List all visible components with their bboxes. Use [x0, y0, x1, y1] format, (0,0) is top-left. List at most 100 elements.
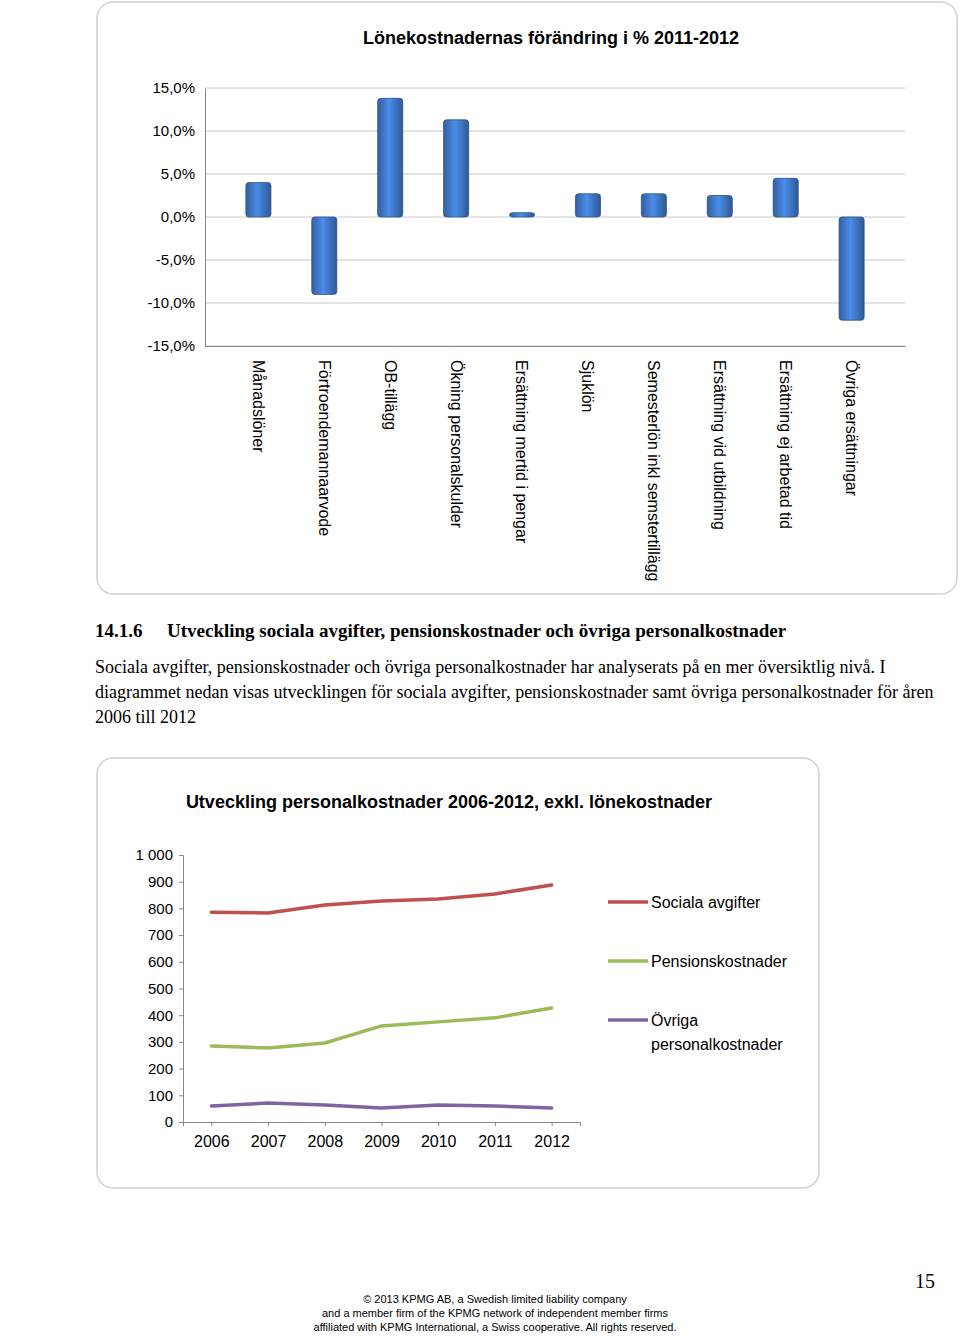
- footer-line: and a member firm of the KPMG network of…: [250, 1306, 740, 1320]
- y-tick-label: 10,0%: [152, 122, 195, 139]
- section-number: 14.1.6: [95, 620, 167, 642]
- x-tick: 2007: [251, 1122, 287, 1150]
- x-tick-label: Sjuklön: [579, 360, 596, 412]
- grid-line: [205, 346, 905, 347]
- y-tick-mark: [179, 1069, 183, 1070]
- grid-line: [205, 260, 905, 261]
- legend-item: Sociala avgifter: [608, 894, 761, 911]
- y-axis-line: [179, 856, 184, 1123]
- x-tick-label: Förtroendemannaarvode: [316, 360, 333, 536]
- x-tick-label: Ersättning vid utbildning: [711, 360, 728, 530]
- y-tick: -10,0%: [147, 294, 205, 311]
- x-tick: Förtroendemannaarvode: [316, 346, 333, 536]
- legend-item: Övriga personalkostnader: [608, 1012, 783, 1053]
- x-tick-label: OB-tillägg: [382, 360, 399, 430]
- x-tick: Ersättning ej arbetad tid: [777, 346, 794, 529]
- y-tick-mark: [179, 855, 183, 856]
- bar: [510, 213, 535, 217]
- y-tick-label: -5,0%: [156, 251, 195, 268]
- legend-item: Pensionskostnader: [608, 953, 788, 970]
- grid-line: [205, 174, 905, 175]
- y-tick: 300: [148, 1033, 183, 1050]
- x-tick: Ökning personalskulder: [448, 346, 465, 529]
- grid-line: [205, 88, 905, 89]
- heading: 14.1.6Utveckling sociala avgifter, pensi…: [95, 620, 945, 642]
- x-axis: Månadslöner Förtroendemannaarvode OB-tillä…: [206, 346, 906, 581]
- legend-swatch: [608, 1018, 648, 1022]
- line-series: [211, 885, 551, 913]
- bar: [312, 217, 337, 294]
- x-tick: 2010: [421, 1122, 457, 1150]
- y-tick-label: 0,0%: [161, 208, 195, 225]
- y-tick-mark: [179, 989, 183, 990]
- y-tick: -15,0%: [147, 337, 205, 354]
- y-axis-line: [205, 89, 206, 347]
- x-tick-mark: [382, 1122, 383, 1126]
- bar: [444, 120, 469, 217]
- x-axis: 2006 2007 2008 2009 2010 2011 2012: [184, 1122, 581, 1150]
- grid-line: [205, 131, 905, 132]
- y-tick-label: 500: [148, 980, 173, 997]
- x-tick-label: Ersättning ej arbetad tid: [777, 360, 794, 529]
- y-tick-mark: [179, 1095, 183, 1096]
- x-tick-label: Ersättning mertid i pengar: [513, 360, 530, 544]
- y-axis: 01002003004005006007008009001 000: [135, 846, 183, 1130]
- y-tick-mark: [179, 1015, 183, 1016]
- footer: © 2013 KPMG AB, a Swedish limited liabil…: [250, 1292, 740, 1334]
- paragraph: Sociala avgifter, pensionskostnader och …: [95, 655, 940, 730]
- grid-line: [205, 217, 905, 218]
- legend-swatch: [608, 959, 648, 963]
- bar: [641, 194, 666, 217]
- x-tick-mark: [552, 1122, 553, 1126]
- y-tick: 15,0%: [152, 79, 205, 96]
- y-tick: 200: [148, 1060, 183, 1077]
- x-tick-label: 2008: [307, 1133, 343, 1150]
- legend: Sociala avgifter Pensionskostnader Övriga …: [608, 894, 788, 1053]
- x-axis-line: [206, 346, 906, 347]
- y-axis: 15,0% 10,0% 5,0% 0,0% -5,0% -10,0% -15,0%: [147, 79, 205, 354]
- x-tick: Sjuklön: [579, 346, 596, 412]
- y-tick-mark: [179, 962, 183, 963]
- chart-title: Lönekostnadernas förändring i % 2011-201…: [363, 28, 739, 48]
- x-tick-mark: [211, 1122, 212, 1126]
- x-tick-mark: [495, 1122, 496, 1126]
- y-tick-mark: [179, 1042, 183, 1043]
- x-axis-line: [184, 1123, 581, 1127]
- x-tick: 2006: [194, 1122, 230, 1150]
- x-tick: 2008: [307, 1122, 343, 1150]
- y-tick: 100: [148, 1087, 183, 1104]
- y-tick-label: 1 000: [135, 846, 173, 863]
- bar: [378, 98, 403, 217]
- legend-label: Pensionskostnader: [651, 953, 788, 970]
- x-tick: Ersättning mertid i pengar: [513, 346, 530, 544]
- x-tick-label: 2012: [534, 1133, 570, 1150]
- y-tick: 800: [148, 900, 183, 917]
- y-tick-mark: [179, 908, 183, 909]
- legend-label: Övriga personalkostnader: [651, 1012, 783, 1053]
- y-tick-label: 900: [148, 873, 173, 890]
- bars: [246, 98, 864, 320]
- y-tick-label: 800: [148, 900, 173, 917]
- grid: [205, 88, 905, 346]
- heading-text: Utveckling sociala avgifter, pensionskos…: [167, 620, 786, 642]
- legend-swatch: [608, 900, 648, 904]
- y-tick-label: -10,0%: [147, 294, 195, 311]
- y-tick-label: 5,0%: [161, 165, 195, 182]
- x-tick-label: 2011: [478, 1133, 513, 1150]
- y-tick: 0: [165, 1113, 183, 1130]
- y-tick: 700: [148, 926, 183, 943]
- line-series: [211, 1103, 551, 1108]
- y-tick-mark: [179, 1122, 183, 1123]
- chart-title: Utveckling personalkostnader 2006-2012, …: [186, 792, 712, 812]
- y-tick-label: 15,0%: [152, 79, 195, 96]
- x-tick-label: 2007: [251, 1133, 287, 1150]
- footer-line: © 2013 KPMG AB, a Swedish limited liabil…: [250, 1292, 740, 1306]
- x-tick-label: 2009: [364, 1133, 400, 1150]
- y-tick-label: 100: [148, 1087, 173, 1104]
- x-tick: Semesterlön inkl semstertillägg: [645, 346, 662, 581]
- bar: [707, 196, 732, 218]
- x-tick-mark: [438, 1122, 439, 1126]
- y-tick-label: 600: [148, 953, 173, 970]
- x-tick: Månadslöner: [250, 346, 267, 453]
- line-series: [211, 1008, 551, 1048]
